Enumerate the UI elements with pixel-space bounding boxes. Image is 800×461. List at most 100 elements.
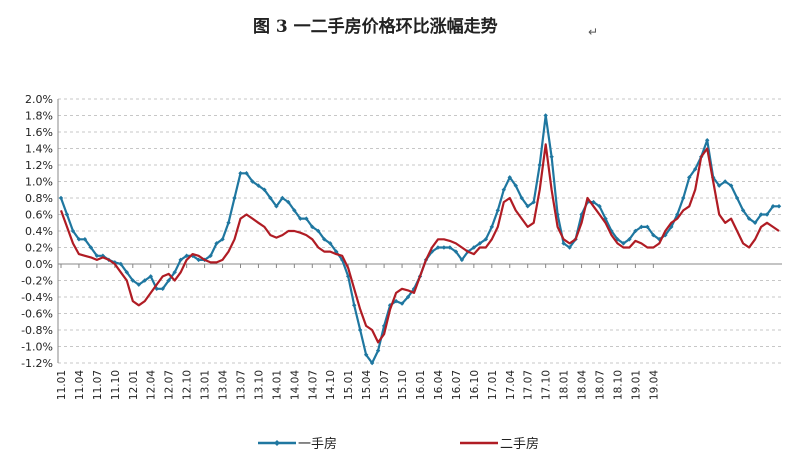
data-point — [758, 212, 764, 217]
data-point — [705, 138, 710, 143]
data-point — [256, 183, 261, 188]
y-tick-label: -0.4% — [21, 291, 53, 304]
data-point — [160, 286, 165, 291]
data-point — [453, 249, 459, 254]
x-tick-label: 15.04 — [361, 370, 373, 400]
legend-label-1: 一手房 — [298, 436, 337, 452]
data-point — [262, 187, 267, 192]
data-point — [770, 204, 776, 209]
data-point — [525, 204, 530, 209]
data-point — [399, 301, 405, 306]
x-tick-label: 19.01 — [630, 370, 642, 400]
data-point — [334, 249, 339, 254]
data-point — [310, 224, 315, 230]
data-point — [513, 183, 518, 188]
x-tick-label: 12.04 — [146, 370, 158, 400]
y-tick-label: 1.6% — [25, 126, 53, 139]
data-point — [555, 212, 560, 217]
data-point — [393, 298, 399, 304]
data-point — [405, 294, 411, 300]
y-axis-ticks: 2.0% 1.8% 1.6% 1.4% 1.2% 1.0% 0.8% 0.6% 0.4% 0.2%… — [21, 93, 53, 370]
y-tick-label: 1.4% — [25, 143, 53, 156]
data-point — [687, 175, 692, 180]
data-point — [226, 220, 231, 225]
data-point — [298, 216, 303, 221]
data-point — [651, 232, 656, 238]
x-tick-label: 18.07 — [595, 370, 607, 400]
x-tick-label: 18.04 — [577, 370, 589, 400]
data-point — [603, 216, 608, 221]
data-point — [543, 113, 548, 118]
x-tick-label: 18.10 — [612, 370, 624, 400]
data-point — [567, 245, 572, 250]
data-point — [292, 208, 297, 213]
data-point — [130, 278, 135, 283]
data-point — [675, 212, 680, 217]
data-point — [549, 154, 554, 159]
data-point — [118, 261, 124, 267]
x-tick-label: 19.04 — [648, 370, 660, 400]
data-point — [489, 224, 495, 230]
y-tick-label: -1.0% — [21, 341, 53, 354]
data-point — [124, 270, 130, 275]
data-point — [561, 241, 566, 246]
x-tick-label: 12.01 — [128, 370, 140, 400]
data-point — [519, 195, 524, 201]
legend: 一手房 二手房 — [258, 436, 539, 452]
data-point — [693, 166, 698, 172]
data-point — [280, 195, 285, 201]
data-point — [76, 237, 82, 242]
x-tick-label: 16.10 — [469, 370, 481, 400]
x-tick-label: 14.07 — [307, 370, 319, 400]
data-point — [178, 257, 183, 263]
data-point — [208, 253, 213, 258]
x-tick-label: 11.01 — [56, 370, 68, 400]
data-point — [166, 278, 171, 283]
data-point — [268, 195, 273, 201]
data-point — [250, 179, 255, 184]
data-point — [238, 171, 243, 176]
title-return-mark: ↵ — [588, 25, 598, 39]
series-lines — [58, 113, 782, 366]
data-point — [728, 183, 734, 188]
x-tick-label: 16.01 — [415, 370, 427, 400]
data-point — [722, 179, 728, 184]
y-tick-label: -0.6% — [21, 308, 53, 321]
legend-label-2: 二手房 — [500, 436, 539, 452]
data-point — [88, 245, 94, 250]
y-tick-label: 0.6% — [25, 209, 53, 222]
data-point — [495, 208, 500, 213]
x-tick-label: 11.10 — [110, 370, 122, 400]
data-point — [591, 199, 596, 205]
y-tick-label: 0.2% — [25, 242, 53, 255]
x-tick-label: 11.07 — [92, 370, 104, 400]
data-point — [220, 237, 225, 242]
data-point — [501, 187, 506, 192]
data-point — [627, 237, 632, 242]
data-point — [357, 327, 363, 333]
data-point — [740, 208, 746, 213]
data-point — [657, 237, 662, 242]
data-point — [363, 352, 369, 357]
data-point — [483, 237, 489, 242]
y-tick-label: 1.8% — [25, 110, 53, 123]
data-point — [764, 212, 770, 217]
x-tick-label: 12.07 — [164, 370, 176, 400]
chart-title: 图 3 一二手房价格环比涨幅走势 — [253, 16, 498, 37]
data-point — [286, 199, 291, 205]
data-point — [477, 241, 483, 246]
y-tick-label: 1.0% — [25, 176, 53, 189]
x-tick-label: 17.10 — [541, 370, 553, 400]
data-point — [70, 228, 76, 234]
data-point — [64, 212, 70, 217]
x-tick-label: 13.04 — [218, 370, 230, 400]
x-tick-label: 14.10 — [325, 370, 337, 400]
data-point — [459, 257, 465, 263]
data-point — [507, 175, 512, 180]
data-point — [244, 171, 249, 176]
data-point — [639, 224, 644, 230]
y-tick-label: 1.2% — [25, 159, 53, 172]
data-point — [471, 245, 477, 250]
data-point — [435, 245, 441, 250]
data-point — [746, 216, 752, 221]
